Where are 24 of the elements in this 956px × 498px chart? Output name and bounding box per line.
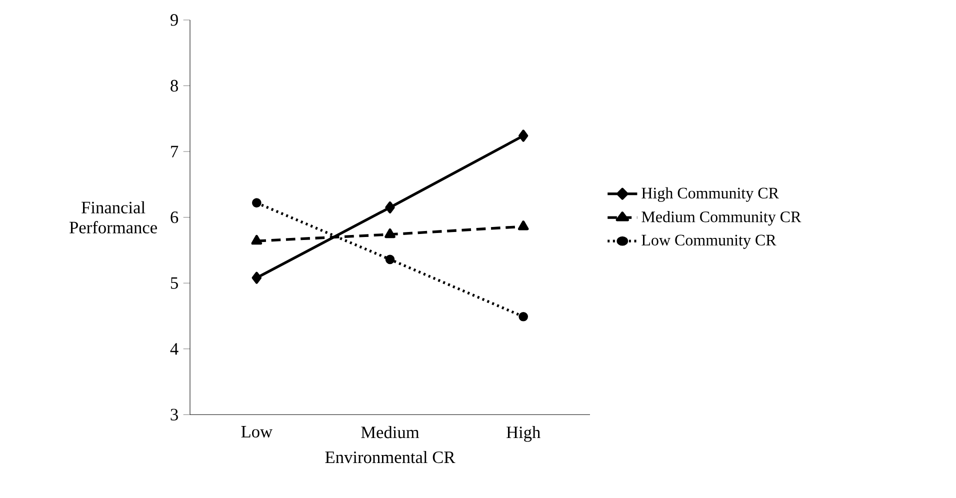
- point: [518, 130, 528, 142]
- legend-label: High Community CR: [642, 187, 779, 202]
- legend-label: Medium Community CR: [642, 211, 802, 226]
- point: [384, 228, 396, 238]
- point: [252, 198, 262, 208]
- point: [251, 234, 262, 245]
- y-tick-label: 3: [170, 408, 178, 420]
- point: [518, 220, 529, 230]
- y-tick-label: 4: [170, 343, 178, 355]
- point: [385, 254, 395, 264]
- y-tick-label: 9: [170, 14, 178, 26]
- point: [252, 272, 262, 284]
- y-tick-label: 6: [170, 211, 178, 224]
- x-tick-label: Medium: [361, 426, 420, 438]
- legend-label: Low Community CR: [642, 234, 776, 249]
- y-tick-label: 7: [171, 146, 178, 158]
- y-tick-label: 5: [170, 277, 178, 289]
- y-axis-title: Financial Performance: [70, 201, 157, 234]
- x-tick-label: Low: [241, 426, 272, 438]
- point: [385, 201, 395, 214]
- x-tick-label: High: [506, 426, 540, 442]
- point: [518, 312, 528, 322]
- y-tick-label: 8: [170, 80, 178, 92]
- x-axis-title: Environmental CR: [325, 450, 456, 464]
